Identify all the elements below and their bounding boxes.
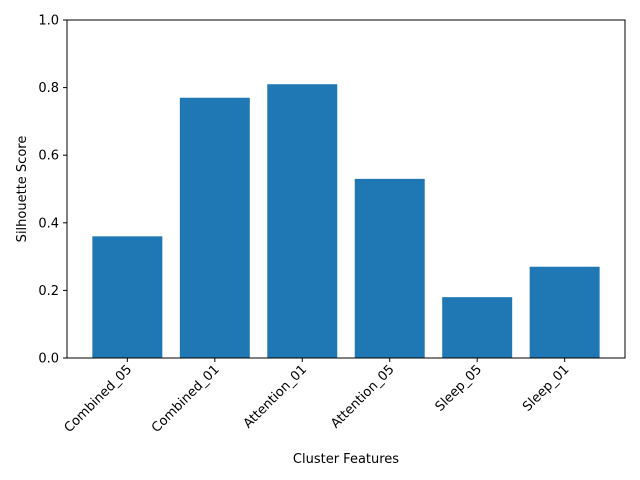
y-tick-label: 0.8 xyxy=(38,81,59,96)
bar-combined-01 xyxy=(179,97,250,359)
plot-frame xyxy=(66,19,626,359)
y-axis-ticks: 0.0 0.2 0.4 0.6 0.8 1.0 xyxy=(38,14,67,367)
bar-attention-01 xyxy=(267,84,338,358)
y-tick-label: 0.2 xyxy=(38,284,59,299)
bar-sleep-05 xyxy=(442,297,513,358)
y-tick-label: 0.4 xyxy=(38,216,59,231)
bars-group xyxy=(92,84,600,359)
y-tick-label: 0.6 xyxy=(38,149,59,164)
y-tick-label: 1.0 xyxy=(38,14,59,29)
bar-attention-05 xyxy=(354,178,425,358)
y-axis-label: Silhouette Score xyxy=(15,136,30,243)
bar-combined-05 xyxy=(92,236,163,358)
y-tick-label: 0.0 xyxy=(38,352,59,367)
x-axis-label: Cluster Features xyxy=(293,452,399,467)
bar-sleep-01 xyxy=(529,266,600,358)
